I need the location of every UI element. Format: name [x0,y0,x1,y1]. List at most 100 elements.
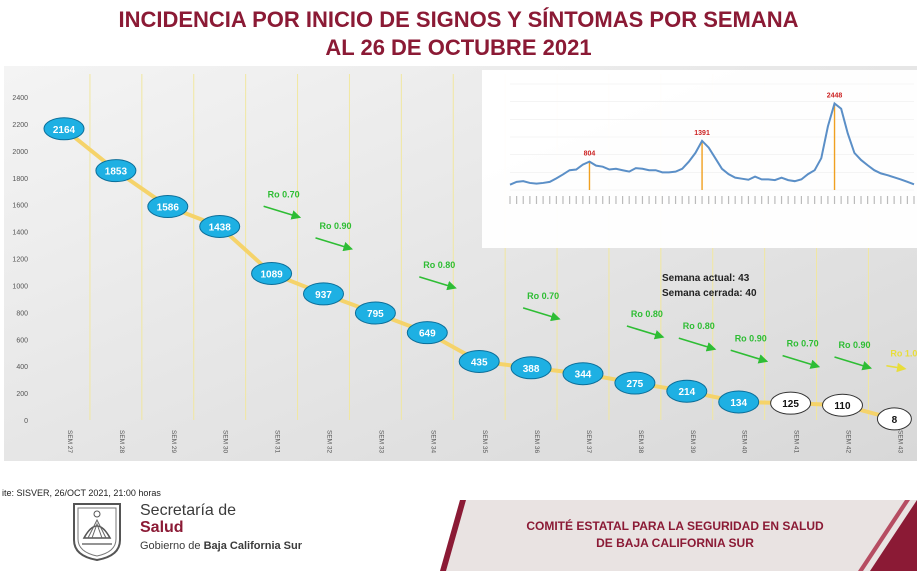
inset-x-tick [562,196,564,204]
ro-arrow [522,307,561,322]
inset-x-tick [853,196,855,204]
inset-x-tick [767,196,769,204]
inset-x-tick [535,196,538,204]
data-label: 435 [471,357,488,368]
data-point: 435 [458,349,500,373]
data-label: 795 [367,309,384,320]
committee-line-2: DE BAJA CALIFORNIA SUR [596,536,754,550]
point-marker [43,117,85,141]
inset-x-tick [509,196,511,204]
inset-x-tick [734,196,736,204]
inset-x-tick [913,196,915,204]
ro-arrow [678,337,717,352]
inset-grid [510,83,914,191]
data-label: 388 [523,364,540,375]
inset-x-tick [555,196,557,204]
org-name-line3: Gobierno de Baja California Sur [140,540,302,552]
y-tick-label: 1400 [12,230,28,237]
data-point: 1438 [199,214,241,238]
data-label: 1853 [105,167,128,178]
inset-x-tick [847,196,849,204]
x-tick-label: SEM 40 [741,430,748,454]
x-tick-label: SEM 43 [896,430,903,454]
ro-label: Ro 1.05 [890,349,917,359]
y-tick-label: 1600 [12,203,28,210]
inset-x-tick [900,196,902,204]
x-tick-label: SEM 30 [222,430,229,454]
point-marker [562,362,604,386]
data-point: 388 [510,356,552,380]
point-marker [510,356,552,380]
data-label: 344 [575,370,592,381]
inset-x-tick [668,196,670,204]
org-gov-state: Baja California Sur [203,540,303,552]
inset-x-tick [608,196,610,204]
inset-x-tick [621,196,624,204]
data-label: 937 [315,290,332,301]
point-marker [458,349,500,373]
ro-annotations: Ro 0.70 Ro 0.90 Ro 0.80 Ro 0.70 Ro 0.80 Ro 0.… [263,189,917,373]
inset-x-tick [569,196,571,204]
inset-x-tick [800,196,803,204]
data-label: 110 [834,401,851,412]
inset-x-tick [602,196,604,204]
org-gov-prefix: Gobierno de [140,540,204,552]
inset-x-tick [747,196,750,204]
ro-arrow [730,349,769,364]
x-tick-label: SEM 33 [377,430,384,454]
inset-x-tick [635,196,637,204]
inset-x-tick [906,196,908,204]
committee-line-1: COMITÉ ESTATAL PARA LA SEGURIDAD EN SALU… [526,519,824,533]
point-marker [876,407,912,431]
ro-arrow [626,325,665,340]
inset-x-tick [628,196,630,204]
y-tick-label: 200 [16,391,28,398]
data-label: 1089 [260,269,283,280]
inset-x-tick [886,196,889,204]
ro-label: Ro 0.70 [527,291,559,301]
inset-x-tick [661,196,663,204]
data-point: 134 [718,390,760,414]
x-tick-label: SEM 32 [326,430,333,454]
data-point: 1586 [147,195,189,219]
ro-label: Ro 0.80 [423,260,455,270]
page-title: INCIDENCIA POR INICIO DE SIGNOS Y SÍNTOM… [0,6,917,62]
inset-x-tick [549,196,551,204]
inset-x-tick [595,196,597,204]
data-point: 1853 [95,159,137,183]
point-marker [718,390,760,414]
ro-label: Ro 0.70 [787,339,819,349]
point-marker [199,214,241,238]
data-label: 134 [730,398,747,409]
data-label: 8 [892,415,898,426]
point-marker [614,371,656,395]
inset-x-tick [708,196,710,204]
point-marker [95,159,137,183]
inset-peak-markers: 804 1391 2448 [584,93,843,190]
data-label: 275 [627,379,644,390]
x-tick-label: SEM 31 [274,430,281,454]
ro-label: Ro 0.80 [631,309,663,319]
org-name-line1: Secretaría de [140,502,237,519]
y-tick-label: 1200 [12,257,28,264]
x-tick-label: SEM 39 [689,430,696,454]
inset-x-tick [741,196,743,204]
ro-label: Ro 0.80 [683,321,715,331]
x-tick-label: SEM 42 [845,430,852,454]
x-tick-label: SEM 36 [533,430,540,454]
point-marker [822,393,863,417]
peak-label: 2448 [827,93,843,100]
footer-banner [440,500,917,571]
inset-x-tick [542,196,544,204]
x-tick-label: SEM 38 [637,430,644,454]
inset-x-tick [867,196,869,204]
data-label: 125 [782,399,799,410]
point-marker [406,321,448,345]
inset-x-tick [701,196,703,204]
inset-x-tick [714,196,716,204]
data-point: 8 [876,407,912,431]
ro-label: Ro 0.70 [268,189,300,199]
inset-x-tick [648,196,650,204]
ro-label: Ro 0.90 [320,221,352,231]
inset-x-tick [860,196,862,204]
